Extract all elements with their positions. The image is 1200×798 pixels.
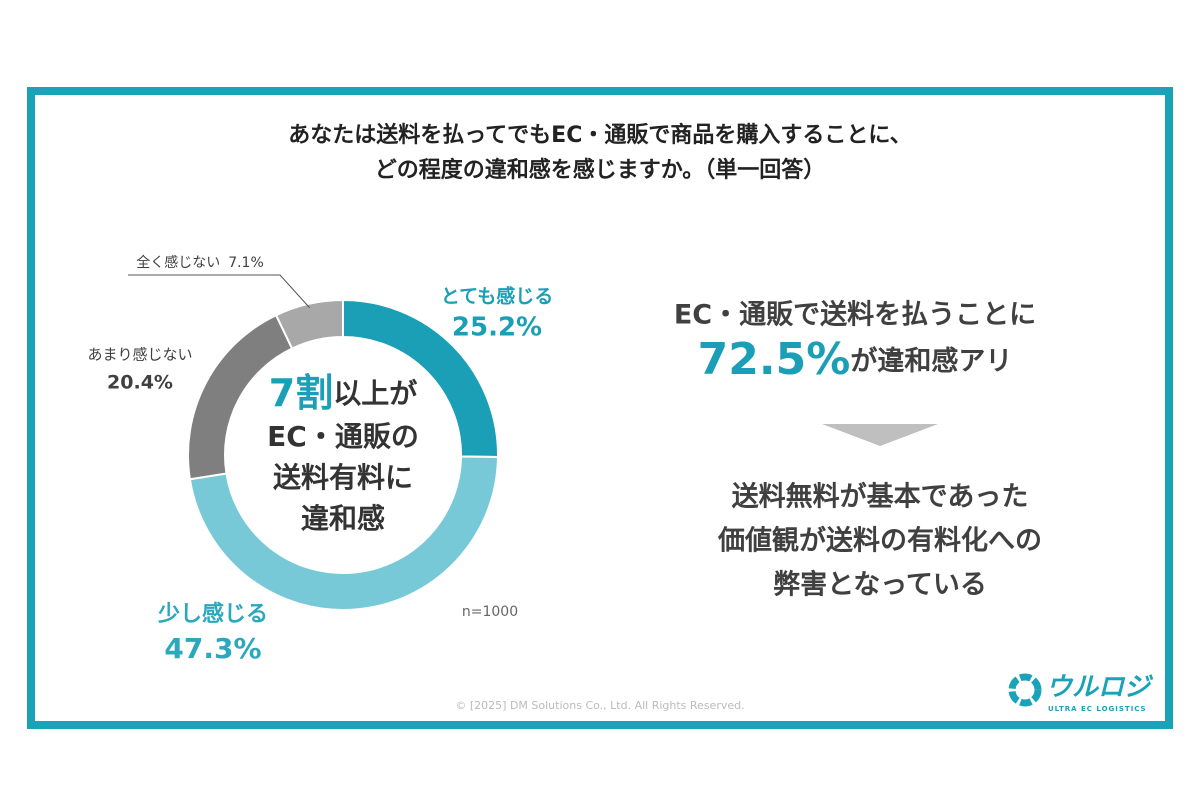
- category-label: あまり感じない: [87, 346, 192, 364]
- title-line: あなたは送料を払ってでもEC・通販で商品を購入することに、: [288, 122, 911, 148]
- donut-slice: [274, 298, 344, 350]
- logo-icon: [1008, 673, 1042, 707]
- conclusion-text: 価値観が送料の有料化への: [717, 525, 1042, 557]
- center-text: EC・通販の: [267, 420, 419, 453]
- center-highlight: 7割: [269, 371, 333, 415]
- down-arrow: [822, 424, 938, 446]
- slice-label: 全く感じない 7.1%: [136, 254, 264, 271]
- value-label: 7.1%: [228, 255, 264, 271]
- value-label: 47.3%: [164, 632, 261, 665]
- center-text: 違和感: [301, 502, 385, 535]
- summary-text: が違和感アリ: [850, 345, 1012, 377]
- logo-name: ウルロジ: [1046, 673, 1154, 703]
- summary-text: EC・通販で送料を払うことに: [674, 300, 1036, 331]
- frame: [27, 87, 1173, 729]
- copyright: © [2025] DM Solutions Co., Ltd. All Righ…: [455, 699, 744, 712]
- center-text: 送料有料に: [273, 461, 413, 494]
- conclusion-text: 弊害となっている: [773, 569, 987, 601]
- summary-headline: 72.5%が違和感アリ: [698, 334, 1013, 385]
- center-headline: 7割以上が: [269, 371, 417, 415]
- donut-slice: [188, 455, 500, 611]
- center-text: 以上が: [333, 377, 417, 410]
- value-label: 25.2%: [452, 313, 542, 343]
- logo: ウルロジ ULTRA EC LOGISTICS: [1008, 673, 1154, 713]
- category-label: 少し感じる: [157, 601, 268, 627]
- category-label: とても感じる: [441, 285, 553, 308]
- summary-highlight: 72.5%: [698, 334, 851, 385]
- title-line: どの程度の違和感を感じますか。（単一回答）: [375, 157, 826, 183]
- category-label: 全く感じない: [136, 254, 220, 271]
- logo-tagline: ULTRA EC LOGISTICS: [1048, 705, 1147, 713]
- donut-chart: とても感じる 25.2% 少し感じる 47.3% あまり感じない 20.4% 全く感じない 7…: [87, 254, 553, 665]
- sample-note: n=1000: [462, 604, 518, 620]
- value-label: 20.4%: [107, 372, 173, 394]
- conclusion-text: 送料無料が基本であった: [732, 481, 1029, 513]
- leader-line: [128, 274, 310, 309]
